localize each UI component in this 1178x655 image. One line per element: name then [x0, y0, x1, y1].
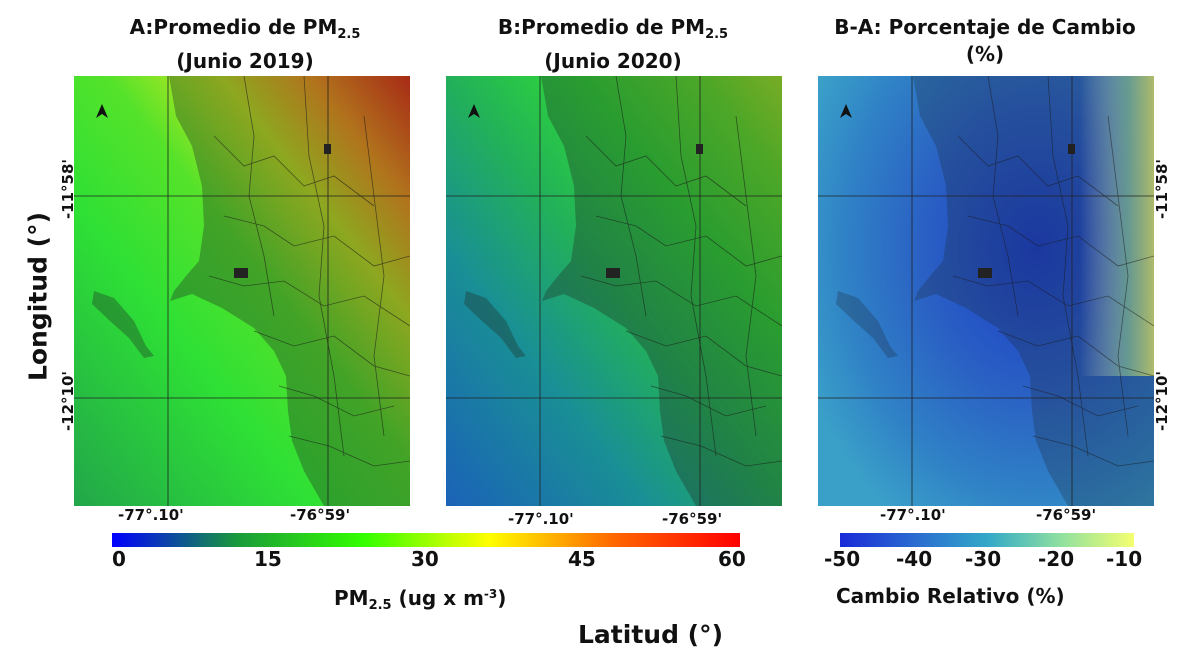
- map-panel-c: [818, 76, 1154, 506]
- panel-a-title-date: (Junio 2019): [176, 48, 314, 73]
- panel-a-title-text: A:Promedio de PM: [129, 15, 338, 39]
- north-arrow-icon: [840, 104, 852, 118]
- lat-tick-right-1: -11°58': [1153, 158, 1171, 220]
- lon-tick-a-2: -76°59': [290, 506, 351, 524]
- map-panel-b: [446, 76, 782, 506]
- change-colorbar-label: Cambio Relativo (%): [836, 584, 1065, 608]
- lon-tick-b-2: -76°59': [662, 510, 723, 528]
- pm25-colorbar-label: PM2.5 (ug x m-3): [334, 586, 506, 613]
- panel-a-title-sub: 2.5: [337, 26, 361, 42]
- pm25-tick-0: 0: [112, 547, 126, 571]
- pm25-label-prefix: PM: [334, 586, 369, 610]
- change-tick-minus10: -10: [1106, 547, 1143, 571]
- pm25-tick-60: 60: [718, 547, 746, 571]
- pm25-tick-15: 15: [254, 547, 282, 571]
- panel-b-title-sub: 2.5: [705, 26, 729, 42]
- panel-b-title-text: B:Promedio de PM: [497, 15, 706, 39]
- panel-c-title-unit: (%): [965, 42, 1005, 66]
- change-tick-minus40: -40: [896, 547, 933, 571]
- pm25-label-units: (ug x m: [391, 586, 484, 610]
- map-panel-a: [74, 76, 410, 506]
- change-tick-minus30: -30: [965, 547, 1002, 571]
- panel-c-title-text: B-A: Porcentaje de Cambio: [834, 15, 1136, 39]
- change-colorbar: [840, 533, 1134, 547]
- panel-c-title: B-A: Porcentaje de Cambio (%): [795, 14, 1175, 68]
- panel-a-title: A:Promedio de PM2.5 (Junio 2019): [80, 14, 410, 75]
- panel-b-title: B:Promedio de PM2.5 (Junio 2020): [448, 14, 778, 75]
- y-axis-label: Longitud (°): [23, 211, 53, 382]
- lon-tick-b-1: -77°.10': [508, 510, 574, 528]
- pm25-label-sup: -3: [483, 586, 498, 601]
- north-arrow-icon: [468, 104, 480, 118]
- change-tick-minus20: -20: [1038, 547, 1075, 571]
- lon-tick-c-2: -76°59': [1036, 506, 1097, 524]
- lon-tick-c-1: -77°.10': [880, 506, 946, 524]
- pm25-label-sub: 2.5: [368, 597, 392, 613]
- lon-tick-a-1: -77°.10': [118, 506, 184, 524]
- change-tick-minus50: -50: [824, 547, 861, 571]
- pm25-colorbar: [112, 533, 740, 547]
- pm25-tick-45: 45: [568, 547, 596, 571]
- north-arrow-icon: [96, 104, 108, 118]
- pm25-tick-30: 30: [411, 547, 439, 571]
- panel-b-title-date: (Junio 2020): [544, 48, 682, 73]
- x-axis-label: Latitud (°): [578, 620, 724, 649]
- pm25-label-close: ): [497, 586, 507, 610]
- lat-tick-right-2: -12°10': [1153, 370, 1171, 432]
